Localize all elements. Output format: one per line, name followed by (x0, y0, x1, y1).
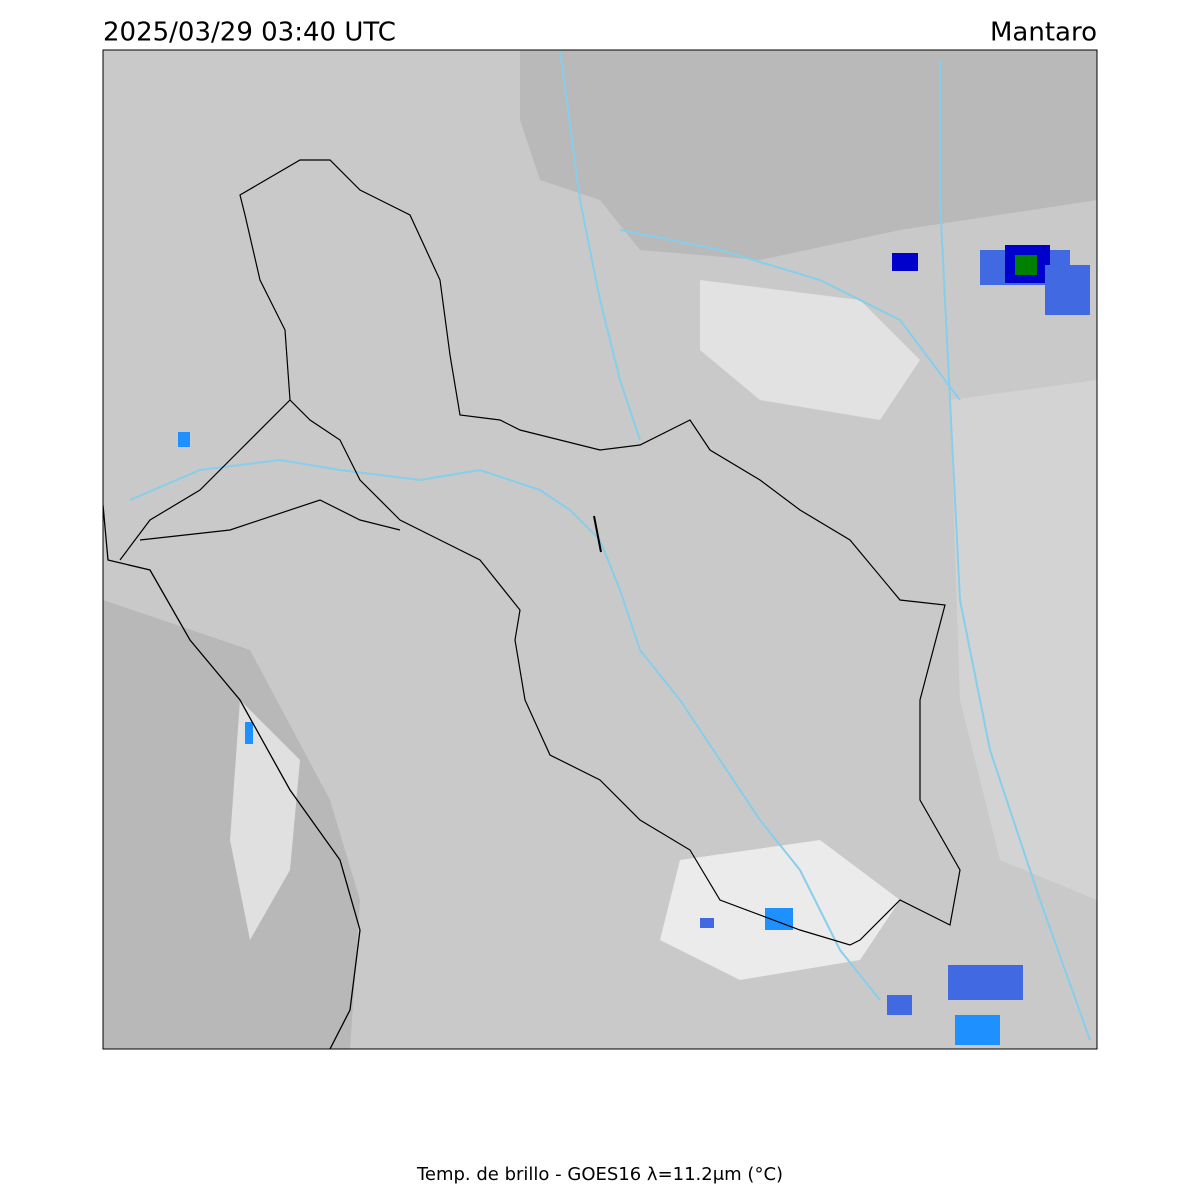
basin-outline (119, 399, 401, 561)
cold-cloud (245, 722, 253, 744)
river (129, 458, 421, 501)
title: 2025/03/29 03:40 UTC (103, 18, 396, 48)
river (939, 60, 1091, 1041)
cloud-patch (700, 280, 920, 420)
rivers (129, 50, 1091, 1041)
cold-cloud (955, 1015, 1000, 1045)
river (559, 50, 641, 441)
cold-cloud (1045, 265, 1090, 315)
map-frame (102, 49, 1098, 1050)
cloud-patch (950, 380, 1097, 900)
region-title: Mantaro (990, 18, 1097, 48)
river (619, 229, 961, 401)
basin-outline (239, 159, 961, 946)
map-layer (103, 50, 1097, 1049)
cold-cloud (887, 995, 912, 1015)
cloud-patch (230, 700, 300, 940)
cold-cloud (700, 918, 714, 928)
cold-cloud (1015, 255, 1037, 275)
colorbar-label: Temp. de brillo - GOES16 λ=11.2μm (°C) (416, 1164, 783, 1185)
river (419, 468, 881, 1001)
cloud-patch (520, 50, 1097, 260)
coastline (103, 504, 361, 1049)
cold-cloud (892, 253, 918, 271)
cold-cloud (178, 432, 190, 447)
track (593, 515, 602, 553)
cold-cloud (948, 965, 1023, 1000)
